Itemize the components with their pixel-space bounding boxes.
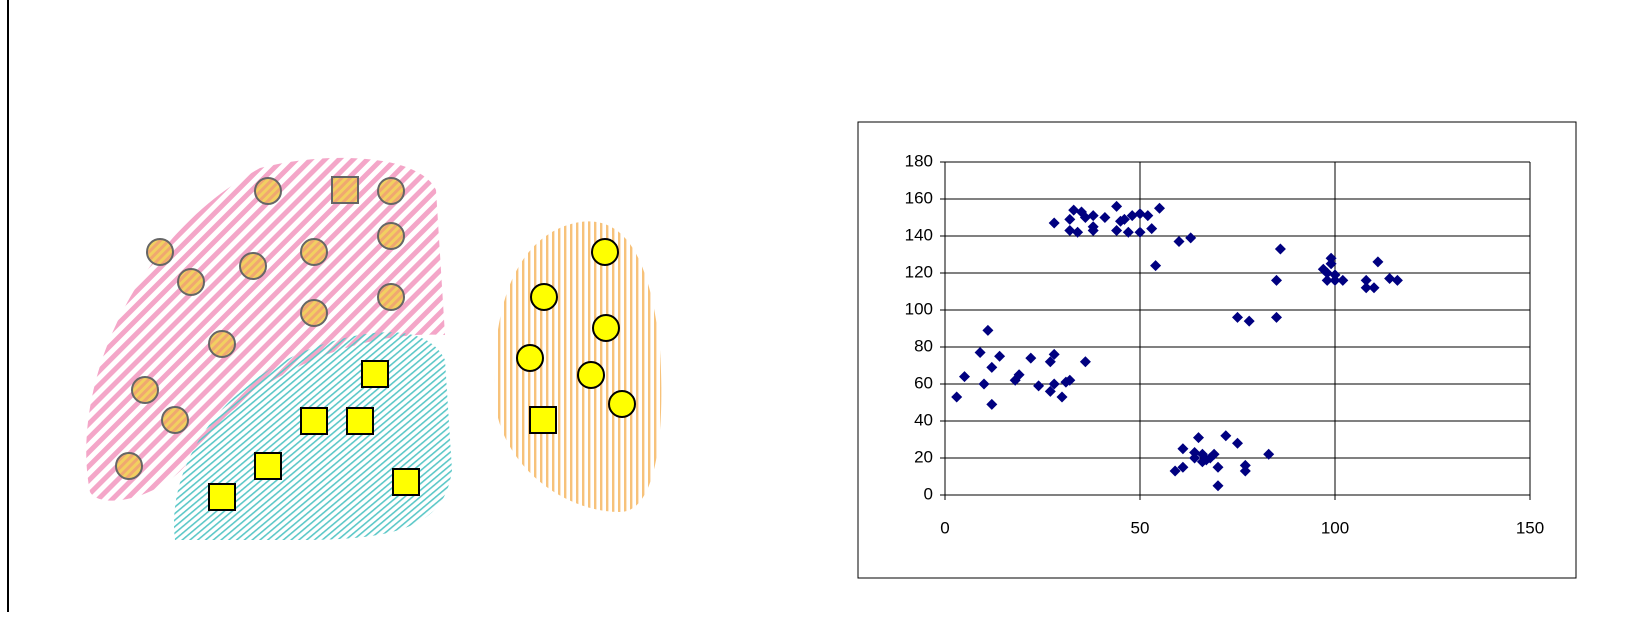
y-tick-label: 140	[905, 225, 933, 244]
y-tick-label: 20	[914, 447, 933, 466]
y-tick-label: 160	[905, 188, 933, 207]
y-tick-label: 100	[905, 299, 933, 318]
page: {"chart_data": {"type": "scatter", "colo…	[0, 0, 1631, 612]
y-tick-label: 80	[914, 336, 933, 355]
y-tick-label: 60	[914, 373, 933, 392]
chart-frame	[858, 122, 1576, 578]
y-tick-label: 180	[905, 151, 933, 170]
diagram	[86, 158, 661, 540]
x-tick-label: 100	[1321, 518, 1349, 537]
y-tick-label: 120	[905, 262, 933, 281]
x-tick-label: 150	[1516, 518, 1544, 537]
x-tick-label: 0	[940, 518, 949, 537]
x-tick-label: 50	[1131, 518, 1150, 537]
y-tick-label: 40	[914, 410, 933, 429]
canvas: 0 20 40 60 80 100 120 140 160 180 0 50 100 150	[0, 0, 1631, 612]
y-tick-label: 0	[924, 484, 933, 503]
